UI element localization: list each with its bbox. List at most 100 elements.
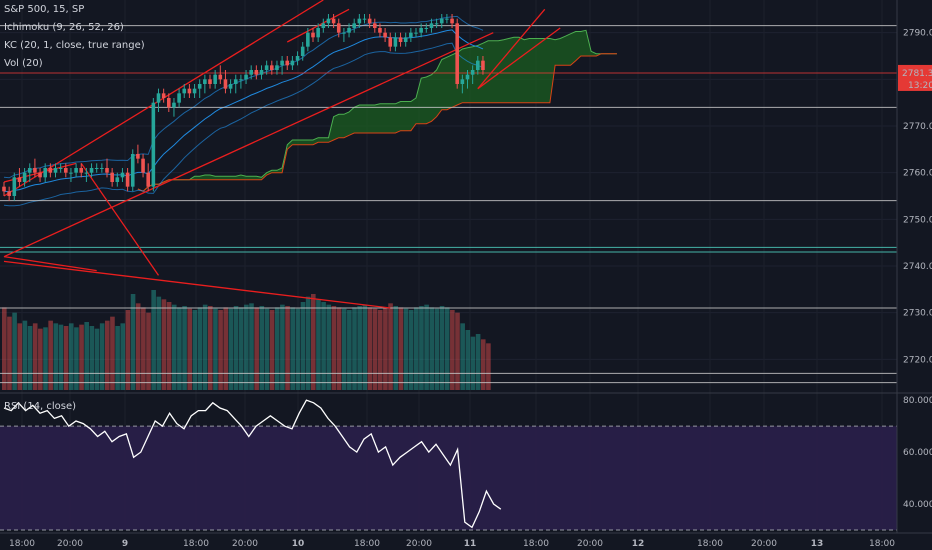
- volume-bar: [367, 307, 373, 390]
- candle-body: [280, 60, 284, 66]
- time-tick-label: 9: [122, 539, 128, 549]
- candle-body: [398, 37, 403, 42]
- volume-bar: [280, 304, 285, 390]
- legend-rsi[interactable]: RSI (14, close): [4, 401, 77, 412]
- volume-bar: [439, 306, 445, 390]
- price-tick-label: 2720.00: [903, 355, 932, 365]
- keltner-channel: [3, 15, 484, 207]
- candle-body: [254, 70, 259, 75]
- candle-body: [146, 172, 150, 187]
- time-tick-label: 20:00: [577, 539, 603, 549]
- candle-body: [285, 60, 290, 66]
- volume-bar: [2, 307, 7, 390]
- volume-bar: [393, 306, 398, 390]
- candle-body: [161, 93, 166, 98]
- volume-bar: [408, 310, 414, 390]
- candle-body: [136, 154, 140, 159]
- time-tick-label: 18:00: [9, 539, 35, 549]
- legend-kc[interactable]: KC (20, 1, close, true range): [4, 40, 145, 51]
- volume-bar: [74, 327, 79, 390]
- candle-body: [79, 168, 84, 173]
- legend-symbol[interactable]: S&P 500, 15, SP: [4, 4, 85, 15]
- candle-body: [151, 102, 156, 187]
- countdown-label: 13:20: [908, 81, 932, 91]
- time-tick-label: 18:00: [354, 539, 380, 549]
- volume-bar: [99, 323, 105, 390]
- candle-body: [187, 88, 192, 94]
- volume-bar: [135, 303, 141, 390]
- candle-body: [275, 65, 279, 70]
- time-tick-label: 20:00: [57, 539, 83, 549]
- volume-bar: [177, 307, 182, 390]
- candle-body: [192, 88, 197, 94]
- legend-vol[interactable]: Vol (20): [4, 58, 43, 69]
- candles: [2, 14, 485, 201]
- candle-body: [373, 23, 377, 28]
- volume-bar: [300, 302, 306, 390]
- volume-bar: [465, 330, 471, 390]
- volume-bar: [27, 326, 33, 390]
- candle-body: [182, 88, 187, 94]
- candle-body: [74, 168, 78, 173]
- volume-bar: [151, 290, 156, 390]
- candle-body: [167, 98, 171, 108]
- price-tick-label: 2730.00: [903, 309, 932, 319]
- volume-bar: [372, 308, 378, 390]
- price-tick-label: 2750.00: [903, 215, 932, 225]
- volume-bar: [156, 296, 162, 390]
- candle-body: [455, 23, 459, 84]
- candle-body: [197, 84, 202, 89]
- candle-body: [336, 23, 341, 33]
- volume-bar: [197, 307, 203, 390]
- volume-bar: [259, 306, 265, 390]
- trendline: [80, 162, 160, 276]
- horizontal-levels: [0, 25, 897, 384]
- volume-bar: [388, 303, 393, 390]
- volume-bar: [58, 324, 64, 390]
- volume-bar: [347, 310, 352, 390]
- candle-body: [84, 172, 89, 174]
- candle-body: [17, 177, 22, 182]
- volume-bar: [450, 310, 455, 390]
- candle-body: [378, 28, 382, 33]
- candle-body: [357, 18, 362, 24]
- candle-body: [419, 28, 423, 33]
- time-tick-label: 18:00: [183, 539, 209, 549]
- rsi-tick-label: 60.0000: [903, 448, 932, 458]
- candle-body: [89, 168, 94, 173]
- candle-body: [362, 18, 367, 20]
- candle-body: [316, 28, 320, 38]
- candle-body: [172, 102, 176, 108]
- rsi-band-fill: [0, 426, 897, 530]
- candle-body: [213, 74, 217, 84]
- volume-bar: [264, 308, 270, 390]
- candle-body: [347, 28, 351, 33]
- rsi-line: [3, 399, 502, 529]
- volume-bar: [331, 306, 337, 390]
- kc-up-line: [3, 15, 484, 179]
- candle-body: [434, 23, 439, 25]
- candle-body: [141, 158, 145, 173]
- candle-body: [100, 168, 104, 169]
- candle-body: [43, 168, 47, 178]
- trendline: [3, 32, 494, 258]
- volume-bar: [110, 316, 115, 390]
- candle-body: [130, 154, 135, 187]
- cloud-span-b: [137, 53, 617, 192]
- time-tick-label: 18:00: [523, 539, 549, 549]
- price-tick-label: 2760.00: [903, 169, 932, 179]
- candle-body: [476, 60, 480, 70]
- kc-mid-line: [3, 29, 484, 193]
- legend-ichimoku[interactable]: Ichimoku (9, 26, 52, 26): [4, 22, 124, 33]
- candle-body: [439, 18, 444, 24]
- volume-bar: [125, 310, 131, 390]
- volume-bar: [403, 308, 409, 390]
- volume-bar: [146, 312, 151, 390]
- last-price-tag: [898, 64, 932, 91]
- volume-bar: [89, 326, 95, 390]
- time-tick-label: 12: [632, 539, 645, 549]
- candle-body: [218, 74, 223, 80]
- candle-body: [424, 28, 429, 29]
